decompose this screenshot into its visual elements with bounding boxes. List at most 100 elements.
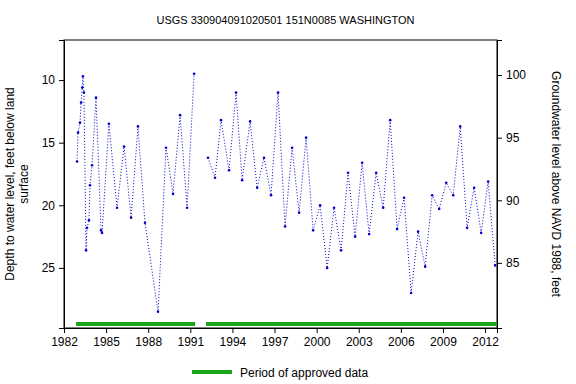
tick: 20 — [42, 199, 64, 213]
data-point — [319, 204, 322, 207]
tick-mark — [275, 328, 276, 333]
data-point — [193, 73, 196, 76]
data-point — [256, 186, 259, 189]
tick-mark — [359, 328, 360, 333]
data-point — [459, 125, 462, 128]
data-point — [417, 230, 420, 233]
data-point — [186, 206, 189, 209]
data-point — [80, 101, 83, 104]
data-point — [179, 114, 182, 117]
data-point — [494, 264, 497, 267]
tick: 90 — [497, 194, 520, 208]
data-point — [368, 233, 371, 236]
tick-label: 1997 — [262, 335, 289, 349]
tick-mark — [59, 80, 64, 81]
data-point — [123, 145, 126, 148]
data-point — [431, 194, 434, 197]
tick-label: 1985 — [93, 335, 120, 349]
data-point — [235, 91, 238, 94]
tick-label: 2009 — [430, 335, 457, 349]
tick-label: 2012 — [472, 335, 499, 349]
tick-mark — [59, 143, 64, 144]
data-point — [333, 206, 336, 209]
data-point — [100, 229, 103, 232]
data-point — [305, 136, 308, 139]
data-point — [89, 184, 92, 187]
tick-label: 1991 — [177, 335, 204, 349]
tick-label: 90 — [506, 194, 520, 208]
x-axis: 1982198519881991199419972000200320062009… — [51, 328, 499, 349]
data-point — [347, 171, 350, 174]
tick-label: 95 — [506, 131, 520, 145]
data-point — [291, 146, 294, 149]
data-point — [473, 186, 476, 189]
tick-label: 100 — [506, 68, 526, 82]
data-point — [389, 119, 392, 122]
tick-mark — [401, 328, 402, 333]
data-point — [375, 171, 378, 174]
tick-label: 1982 — [51, 335, 78, 349]
data-point — [361, 161, 364, 164]
tick-mark — [443, 328, 444, 333]
legend-swatch — [192, 370, 232, 374]
y-axis-title: Depth to water level, feet below landsur… — [3, 87, 31, 280]
legend: Period of approved data — [192, 366, 368, 380]
data-point — [382, 206, 385, 209]
data-point — [165, 146, 168, 149]
tick-mark — [497, 75, 502, 76]
y-axis: 10 15 20 25 — [42, 41, 65, 329]
data-point — [249, 120, 252, 123]
tick-label: 10 — [42, 73, 56, 87]
tick-mark — [148, 328, 149, 333]
data-point — [298, 212, 301, 215]
y2-axis: 859095100 — [497, 41, 526, 329]
tick: 25 — [42, 261, 64, 275]
data-point — [487, 180, 490, 183]
data-point — [220, 119, 223, 122]
tick: 15 — [42, 136, 64, 150]
tick: 2000 — [304, 328, 331, 349]
data-point — [101, 232, 104, 235]
tick-label: 15 — [42, 136, 56, 150]
tick-mark — [59, 268, 64, 269]
tick: 10 — [42, 73, 64, 87]
data-point — [241, 179, 244, 182]
tick-mark — [59, 205, 64, 206]
plot-area — [76, 73, 497, 326]
tick-mark — [232, 328, 233, 333]
data-point — [410, 292, 413, 295]
tick-mark — [497, 138, 502, 139]
y2-axis-title: Groundwater level above NAVD 1988, feet — [549, 71, 563, 298]
tick-label: 2000 — [304, 335, 331, 349]
tick: 2009 — [430, 328, 457, 349]
data-point — [116, 206, 119, 209]
axis-line — [65, 329, 498, 334]
legend-label: Period of approved data — [240, 366, 368, 380]
chart: 1982198519881991199419972000200320062009… — [0, 0, 576, 384]
tick-label: 1994 — [220, 335, 247, 349]
data-point — [263, 156, 266, 159]
data-point — [403, 196, 406, 199]
tick-mark — [317, 328, 318, 333]
tick-label: 2006 — [388, 335, 415, 349]
data-point — [438, 208, 441, 211]
tick: 100 — [497, 68, 526, 82]
data-point — [91, 164, 94, 167]
data-point — [95, 96, 98, 99]
data-point — [424, 265, 427, 268]
data-point — [445, 181, 448, 184]
tick: 1994 — [220, 328, 247, 349]
tick-mark — [497, 263, 502, 264]
tick-mark — [485, 328, 486, 333]
tick-label: 2003 — [346, 335, 373, 349]
data-point — [354, 235, 357, 238]
data-point — [214, 176, 217, 179]
data-point — [396, 228, 399, 231]
axis-line — [498, 41, 503, 329]
data-point — [79, 121, 82, 124]
tick-mark — [106, 328, 107, 333]
data-point — [76, 160, 79, 163]
data-point — [480, 232, 483, 235]
axis-line — [59, 41, 65, 329]
data-point — [82, 75, 85, 78]
